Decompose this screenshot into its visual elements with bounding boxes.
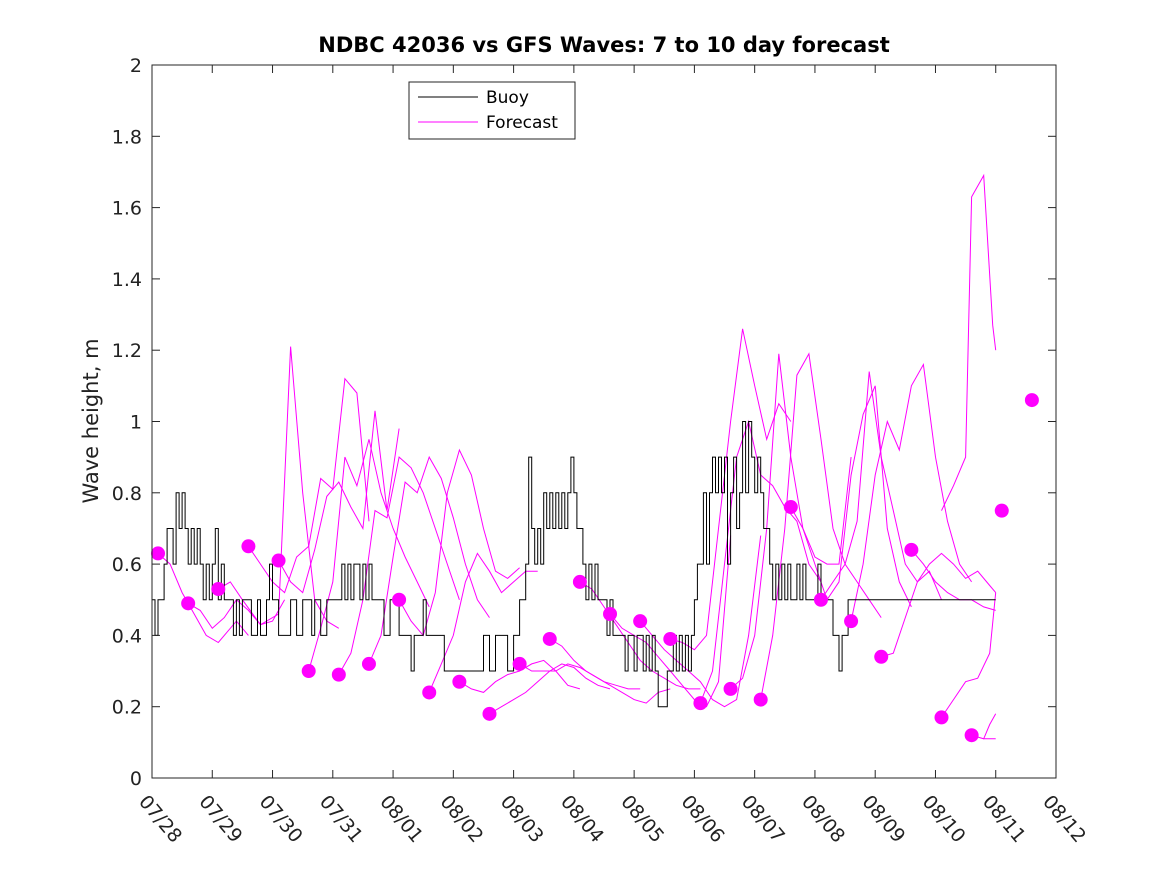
x-tick-label: 08/10 <box>918 791 970 847</box>
buoy-series-line <box>152 421 996 708</box>
x-tick-label: 08/05 <box>616 791 668 847</box>
forecast-layer <box>157 173 997 740</box>
forecast-marker <box>994 503 1009 518</box>
forecast-series-line <box>670 328 792 651</box>
chart-title: NDBC 42036 vs GFS Waves: 7 to 10 day for… <box>318 33 889 57</box>
legend-box <box>408 81 576 140</box>
forecast-marker <box>723 681 738 696</box>
x-tick-label: 08/08 <box>797 791 849 847</box>
forecast-marker <box>331 667 346 682</box>
forecast-series-line <box>579 581 701 690</box>
forecast-series-line <box>941 173 997 511</box>
forecast-marker <box>392 592 407 607</box>
x-tick-label: 08/03 <box>496 791 548 847</box>
y-tick-label: 0.8 <box>112 483 142 505</box>
forecast-series-line <box>398 448 520 637</box>
forecast-series-line <box>941 592 997 718</box>
forecast-marker <box>874 649 889 664</box>
plot-area <box>152 65 1056 778</box>
forecast-series-line <box>760 352 882 700</box>
x-tick-label: 08/12 <box>1038 791 1090 847</box>
forecast-marker <box>512 656 527 671</box>
legend-forecast-label: Forecast <box>486 113 558 133</box>
forecast-series-line <box>549 638 671 704</box>
forecast-series-line <box>519 663 641 690</box>
forecast-marker <box>211 582 226 597</box>
forecast-marker <box>813 592 828 607</box>
forecast-marker <box>783 500 798 515</box>
legend-buoy-label: Buoy <box>486 88 529 108</box>
x-tick-label: 08/09 <box>857 791 909 847</box>
forecast-series-line <box>247 377 370 594</box>
x-tick-label: 08/01 <box>375 791 427 847</box>
y-axis-label: Wave height, m <box>79 338 103 503</box>
marker-layer <box>151 393 1039 743</box>
y-axis: 0 0.2 0.4 0.6 0.8 1 1.2 1.4 1.6 1.8 2 <box>112 55 1056 790</box>
forecast-series-line <box>850 362 973 622</box>
forecast-marker <box>904 542 919 557</box>
forecast-series-line <box>639 535 762 708</box>
x-tick-label: 07/30 <box>255 791 307 847</box>
forecast-marker <box>271 553 286 568</box>
forecast-marker <box>482 706 497 721</box>
y-tick-label: 2 <box>130 55 142 77</box>
forecast-series-line <box>308 439 430 672</box>
forecast-series-line <box>911 549 996 611</box>
forecast-series-line <box>338 456 460 675</box>
y-tick-label: 1.4 <box>112 269 142 291</box>
forecast-series-line <box>820 371 942 601</box>
forecast-marker <box>572 574 587 589</box>
forecast-marker <box>452 674 467 689</box>
forecast-marker <box>663 631 678 646</box>
forecast-series-line <box>428 552 538 693</box>
forecast-marker <box>934 710 949 725</box>
y-tick-label: 1 <box>130 412 142 434</box>
y-tick-label: 0.4 <box>112 625 142 647</box>
x-tick-label: 07/31 <box>315 791 367 847</box>
buoy-layer <box>152 421 996 708</box>
forecast-marker <box>542 631 557 646</box>
forecast-marker <box>693 696 708 711</box>
forecast-series-line <box>278 410 400 594</box>
legend: Buoy Forecast <box>408 81 576 140</box>
forecast-marker <box>633 614 648 629</box>
y-tick-label: 1.8 <box>112 126 142 148</box>
forecast-marker <box>964 728 979 743</box>
x-tick-label: 08/06 <box>677 791 729 847</box>
x-tick-label: 08/07 <box>737 791 789 847</box>
x-tick-label: 08/04 <box>556 791 608 847</box>
forecast-marker <box>844 614 859 629</box>
forecast-series-line <box>790 385 912 608</box>
x-tick-label: 07/28 <box>134 791 186 847</box>
y-tick-label: 0.6 <box>112 554 142 576</box>
x-tick-label: 07/29 <box>194 791 246 847</box>
y-tick-label: 0.2 <box>112 697 142 719</box>
forecast-marker <box>151 546 166 561</box>
forecast-marker <box>603 607 618 622</box>
y-tick-label: 1.6 <box>112 198 142 220</box>
forecast-series-line <box>881 552 997 658</box>
forecast-marker <box>241 539 256 554</box>
y-tick-label: 1.2 <box>112 340 142 362</box>
forecast-marker <box>422 685 437 700</box>
forecast-marker <box>181 596 196 611</box>
forecast-series-line <box>459 659 581 693</box>
forecast-marker <box>361 656 376 671</box>
y-tick-label: 0 <box>130 768 142 790</box>
forecast-marker <box>753 692 768 707</box>
forecast-marker <box>1024 393 1039 408</box>
x-tick-label: 08/02 <box>436 791 488 847</box>
forecast-series-line <box>368 455 490 665</box>
x-tick-label: 08/11 <box>978 791 1030 847</box>
forecast-marker <box>301 664 316 679</box>
